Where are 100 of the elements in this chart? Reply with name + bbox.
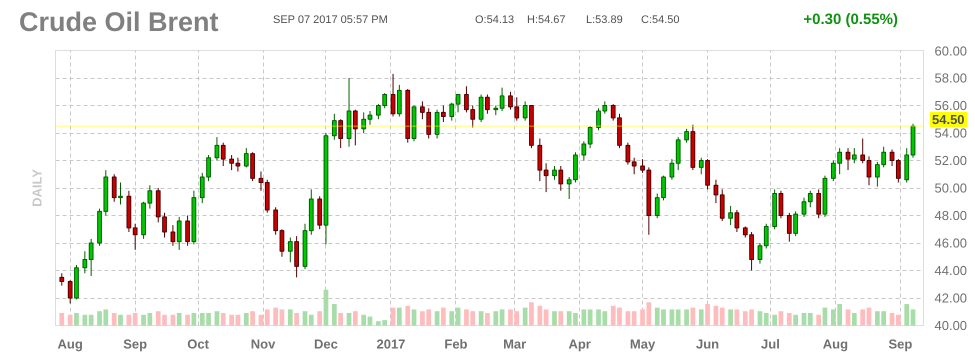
bar: [332, 304, 337, 326]
y-tick-label: 54.00: [934, 126, 968, 140]
x-tick-label: Jun: [696, 336, 720, 352]
bar: [170, 314, 176, 326]
candlestick: [162, 212, 167, 238]
bar: [250, 311, 255, 326]
x-tick-label: 2017: [376, 336, 406, 352]
bar: [478, 311, 484, 326]
candlestick: [244, 148, 249, 168]
text: SEP 07 2017 05:57 PM: [273, 14, 388, 26]
candlestick: [170, 224, 176, 246]
bar: [537, 306, 542, 326]
candlestick: [288, 237, 293, 263]
candlestick: [684, 128, 689, 144]
candlestick: [552, 166, 557, 180]
candlestick: [352, 109, 358, 146]
bar: [294, 312, 299, 326]
bar: [405, 306, 410, 326]
bar: [317, 311, 322, 326]
x-tick-label: Sep: [123, 336, 148, 352]
y-tick-label: 40.00: [934, 318, 968, 333]
text: O:54.13: [475, 14, 514, 26]
bar: [558, 311, 564, 326]
candlestick: [118, 182, 123, 205]
bar: [412, 309, 416, 326]
bar: [698, 309, 704, 326]
bar: [132, 312, 138, 326]
x-tick-label: Apr: [568, 336, 591, 352]
text: C:54.50: [641, 14, 680, 26]
text: +0.30 (0.55%): [803, 11, 898, 28]
x-tick-label: Oct: [187, 336, 210, 352]
text: H:54.67: [527, 14, 566, 26]
candlestick: [478, 94, 484, 122]
candlestick: [588, 126, 593, 149]
candlestick: [396, 84, 402, 117]
candlestick: [390, 73, 396, 117]
y-tick-label: 60.00: [934, 44, 968, 58]
text: L:53.89: [586, 14, 623, 26]
bar: [705, 304, 710, 326]
candlestick: [816, 188, 822, 219]
x-tick-label: Dec: [314, 336, 338, 352]
bar: [220, 312, 226, 326]
x-tick-label: Aug: [58, 336, 83, 352]
candlestick: [338, 118, 344, 149]
bar: [822, 308, 828, 326]
bar: [626, 311, 630, 326]
bar: [352, 311, 358, 326]
bar: [816, 314, 822, 326]
candlestick: [220, 142, 226, 166]
bar: [728, 309, 733, 326]
bar: [59, 312, 64, 326]
bar: [529, 302, 534, 326]
bar: [793, 314, 798, 326]
candlestick: [332, 113, 337, 140]
candlestick: [698, 157, 704, 175]
candlestick: [176, 216, 182, 250]
x-tick-label: Feb: [444, 336, 468, 352]
bar: [632, 311, 637, 326]
candlestick: [734, 210, 740, 232]
bar: [852, 312, 857, 326]
candlestick: [82, 250, 88, 274]
bar: [786, 312, 792, 326]
candlestick: [440, 105, 446, 122]
y-tick-label: 58.00: [934, 70, 968, 86]
bar: [376, 321, 381, 326]
candlestick: [112, 174, 117, 202]
candlestick: [59, 272, 64, 286]
bar: [390, 308, 396, 326]
candlestick: [661, 175, 666, 201]
bar: [734, 309, 740, 326]
bar: [74, 312, 79, 326]
candlestick: [846, 148, 850, 171]
bar: [588, 309, 592, 326]
candlestick: [786, 212, 792, 242]
bar: [244, 312, 249, 326]
bar: [846, 309, 850, 326]
bar: [126, 314, 132, 326]
bar: [875, 311, 880, 326]
ref-line-label: 54.50: [930, 112, 967, 127]
bar: [690, 308, 696, 326]
bar: [176, 312, 182, 326]
bar: [837, 304, 842, 326]
x-tick-label: Jul: [761, 336, 780, 352]
bar: [881, 311, 886, 326]
bar: [485, 312, 490, 326]
bar: [338, 312, 343, 326]
x-tick-label: May: [630, 336, 656, 352]
bar: [82, 314, 88, 326]
candlestick: [214, 136, 220, 161]
y-tick-label: 50.00: [934, 180, 968, 196]
y-tick-label: 56.00: [934, 98, 968, 113]
candlestick: [852, 148, 857, 164]
bar: [552, 311, 557, 326]
candlestick: [654, 193, 660, 219]
bar: [324, 290, 328, 326]
candlestick: [185, 215, 190, 246]
bar: [382, 320, 388, 326]
candlestick: [778, 190, 784, 219]
bar: [830, 309, 836, 326]
bar: [441, 308, 446, 326]
